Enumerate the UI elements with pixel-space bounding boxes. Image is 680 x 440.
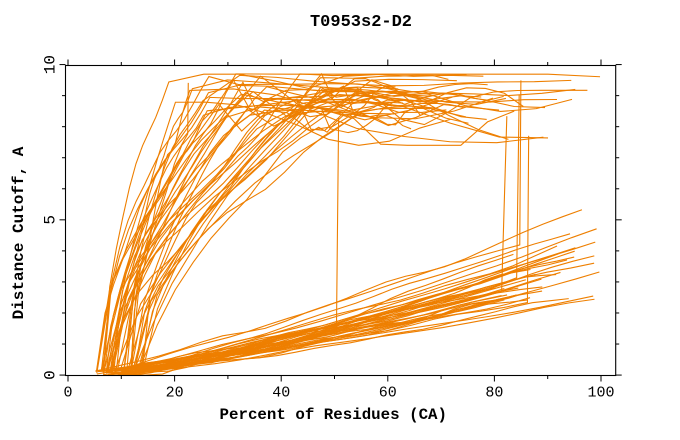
svg-text:100: 100 <box>587 385 614 402</box>
svg-text:5: 5 <box>42 215 60 225</box>
svg-text:60: 60 <box>379 385 397 402</box>
svg-text:20: 20 <box>166 385 184 402</box>
svg-text:40: 40 <box>272 385 290 402</box>
svg-text:0: 0 <box>42 370 60 380</box>
svg-text:80: 80 <box>485 385 503 402</box>
svg-text:0: 0 <box>63 385 72 402</box>
svg-text:10: 10 <box>42 55 60 74</box>
